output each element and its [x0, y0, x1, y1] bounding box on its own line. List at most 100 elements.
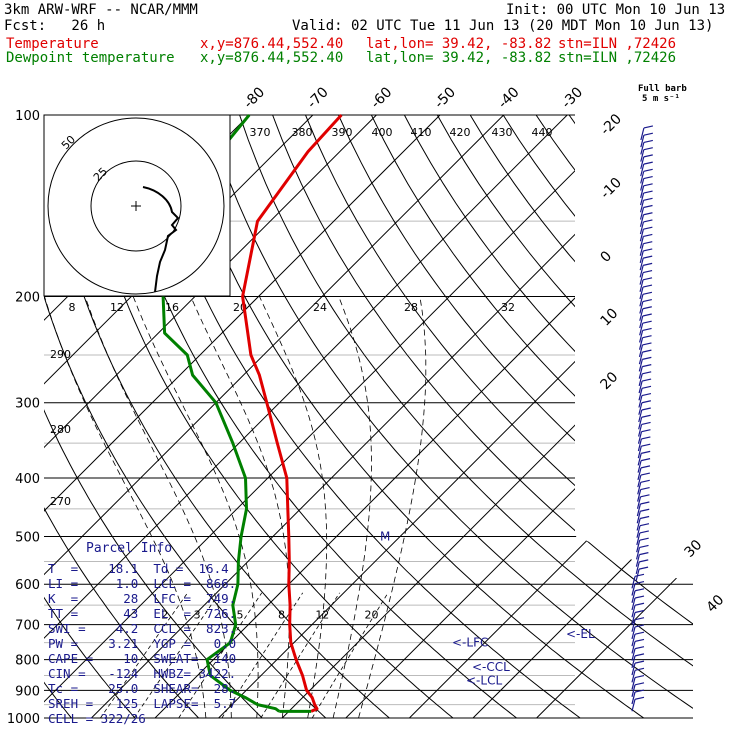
- isotherm-line: [218, 115, 693, 718]
- wind-barb-flag: [634, 588, 645, 592]
- temperature-xy: x,y=876.44,552.40: [200, 36, 344, 52]
- wind-barb-staff: [637, 460, 642, 473]
- parcel-row-cape: CAPE = 10 SWEAT= 140: [48, 651, 237, 666]
- wind-barb-staff: [636, 532, 641, 546]
- wind-barb-flag: [639, 544, 649, 548]
- dry-adiabat-label: 290: [50, 348, 71, 361]
- wind-barb-flag: [642, 298, 652, 303]
- dewpoint-legend: Dewpoint temperature: [6, 50, 175, 66]
- wind-barb-flag: [642, 291, 653, 295]
- moist-adiabat: [84, 296, 232, 718]
- wind-barb-flag: [643, 204, 653, 209]
- wind-barb-staff: [638, 337, 644, 350]
- wind-barb-staff: [637, 453, 642, 466]
- parcel-row-tt: TT = 43 EL = 726.: [48, 606, 237, 621]
- dry-adiabat: [0, 115, 17, 731]
- mixing-ratio-line: [260, 592, 340, 719]
- isotherm-label: -80: [241, 84, 268, 111]
- wind-barb-staff: [638, 359, 643, 372]
- wind-barb-flag: [634, 631, 645, 635]
- dry-adiabat: [206, 115, 693, 718]
- wind-barb-flag: [642, 277, 653, 281]
- isotherm-line: [409, 115, 693, 718]
- pressure-label-600: 600: [15, 578, 40, 593]
- mixing-ratio-line: [221, 592, 304, 719]
- wind-barb-flag: [643, 255, 653, 259]
- wind-barb-flag: [634, 689, 645, 693]
- wind-barb-staff: [639, 315, 644, 329]
- isotherm-label: 40: [704, 592, 728, 616]
- wind-barb-staff: [640, 171, 645, 184]
- isotherm-line: [472, 115, 693, 718]
- wind-barb-staff: [637, 474, 642, 488]
- wind-barb-flag: [643, 241, 653, 245]
- wind-barb-flag: [640, 501, 650, 505]
- wind-barb-staff: [639, 257, 644, 271]
- wind-barb-flag: [641, 392, 652, 397]
- theta-e-label: 370: [250, 126, 271, 139]
- wind-barb-staff: [636, 525, 641, 538]
- wind-barb-flag: [634, 667, 645, 671]
- parcel-row-sreh: SREH = 125 LAPSE= 5.7: [48, 696, 237, 711]
- wind-barb-staff: [638, 373, 643, 386]
- wind-barb-staff: [631, 619, 636, 632]
- pressure-label-700: 700: [15, 619, 40, 634]
- wind-barb-staff: [638, 380, 643, 394]
- wind-barb-staff: [640, 149, 645, 162]
- hodo-ring-outer: [47, 117, 225, 295]
- wind-barb-flag: [641, 429, 651, 433]
- wind-barb-flag: [634, 696, 645, 700]
- isotherm-label: -50: [432, 84, 459, 111]
- wind-barb-staff: [639, 250, 644, 264]
- hodo-scale-label: 24: [313, 301, 327, 314]
- wind-barb-flag: [639, 530, 649, 534]
- wind-barb-flag: [634, 595, 645, 599]
- isotherm-label: -70: [304, 84, 331, 111]
- wind-barb-staff: [639, 236, 644, 249]
- wind-barb-flag: [642, 342, 652, 346]
- theta-e-label: 400: [372, 126, 393, 139]
- wind-barb-flag: [640, 508, 650, 512]
- parcel-marker-lcl: <-LCL: [466, 673, 502, 687]
- wind-barb-flag: [643, 212, 653, 216]
- isotherm-label: 30: [682, 537, 706, 561]
- hodo-scale-label: 16: [165, 301, 179, 314]
- wind-barb-flag: [643, 190, 653, 194]
- wind-barb-staff: [639, 265, 644, 278]
- isotherm-lines: [44, 115, 693, 718]
- wind-barb-flag: [643, 262, 653, 266]
- hodo-trace: [142, 186, 180, 293]
- dry-adiabat: [107, 115, 534, 718]
- dry-adiabat: [272, 115, 693, 718]
- parcel-row-swi: SWI = 4.2 CCL = 823.: [48, 621, 237, 636]
- wind-barb-staff: [638, 417, 643, 430]
- parcel-row-li: LI = 1.0 LCL = 866.: [48, 576, 237, 591]
- wind-barb-staff: [631, 684, 636, 697]
- wind-barb-flag: [634, 580, 645, 585]
- wind-barb-staff: [639, 308, 644, 321]
- temperature-latlon: lat,lon= 39.42, -83.82: [366, 36, 552, 52]
- wind-barb-flag: [640, 494, 650, 498]
- wind-barb-staff: [640, 185, 645, 198]
- wind-barb-flag: [634, 573, 645, 577]
- dewpoint-station: stn=ILN ,72426: [558, 50, 677, 66]
- parcel-row-cin: CIN = -124 HWBZ= 3422.: [48, 666, 237, 681]
- wind-barb-staff: [631, 655, 636, 669]
- wind-barb-staff: [639, 286, 644, 300]
- isotherm-line: [281, 115, 693, 718]
- wind-barb-flag: [634, 682, 645, 686]
- wind-barb-staff: [631, 590, 636, 603]
- pressure-label-1000: 1000: [7, 712, 40, 727]
- dry-adiabat: [601, 115, 693, 718]
- wind-barb-flag: [642, 320, 652, 324]
- wind-barb-staff: [639, 272, 644, 285]
- wind-barb-staff: [631, 626, 636, 640]
- wind-barb-staff: [636, 503, 641, 517]
- parcel-marker-el: <-EL: [566, 627, 595, 641]
- wind-barb-flag: [643, 154, 653, 158]
- moist-adiabat: [132, 296, 259, 718]
- theta-e-label: 440: [532, 126, 553, 139]
- wind-barb-flag: [642, 364, 652, 368]
- wind-barb-staff: [636, 511, 641, 524]
